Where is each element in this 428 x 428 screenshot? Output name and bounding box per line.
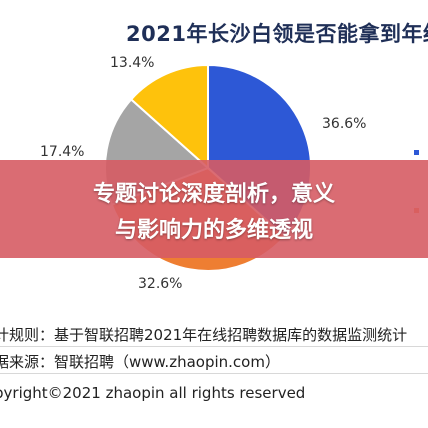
banner-line-1: 专题讨论深度剖析，意义 [92, 182, 335, 207]
pie-slice-yellow [129, 63, 209, 171]
copyright-text: pyright©2021 zhaopin all rights reserved [0, 384, 306, 402]
slice-label-blue: 36.6% [322, 116, 367, 132]
footer-divider-2 [0, 373, 428, 374]
data-source-text: 据来源：智联招聘（www.zhaopin.com） [0, 353, 280, 371]
legend-marker-blue [414, 150, 419, 155]
topic-banner: 专题讨论深度剖析，意义 与影响力的多维透视 [0, 160, 428, 258]
slice-label-yellow: 13.4% [110, 55, 155, 71]
slice-label-orange: 32.6% [138, 276, 183, 292]
banner-line-2: 与影响力的多维透视 [114, 218, 313, 243]
footer-divider-1 [0, 346, 428, 347]
stat-rule-text: 计规则：基于智联招聘2021年在线招聘数据库的数据监测统计 [0, 326, 408, 344]
chart-title: 2021年长沙白领是否能拿到年终 [126, 22, 428, 46]
slice-label-gray: 17.4% [40, 144, 85, 160]
